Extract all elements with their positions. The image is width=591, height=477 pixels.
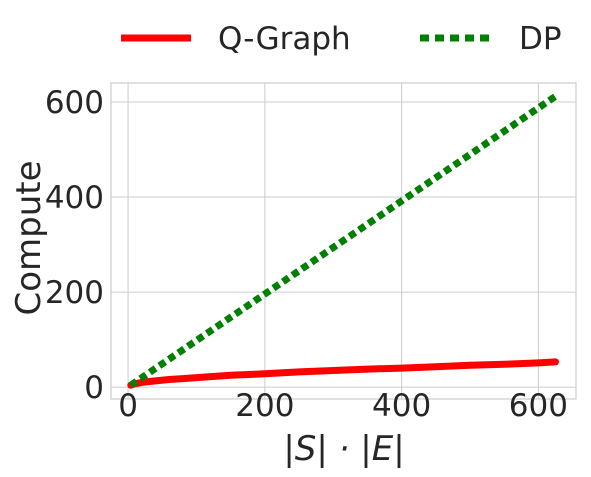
x-tick-label: 400 (372, 388, 431, 424)
x-axis-label: |S| · |E| (283, 429, 404, 469)
grid (111, 83, 576, 399)
y-tick-label: 0 (84, 370, 104, 406)
y-axis-label: Compute (9, 160, 49, 315)
y-tick-label: 200 (45, 275, 104, 311)
x-tick-label: 200 (235, 388, 294, 424)
series-line-q-graph (127, 358, 559, 389)
series-layer (127, 93, 559, 389)
legend-label-dp: DP (519, 21, 562, 57)
x-tick-label: 600 (509, 388, 568, 424)
legend-label-q-graph: Q-Graph (218, 21, 351, 57)
series-line-dp (128, 93, 558, 389)
tick-labels: 0 200 400 600 0 200 400 600 (45, 85, 568, 424)
y-tick-label: 400 (45, 180, 104, 216)
plot-frame (110, 82, 577, 400)
legend: Q-Graph DP (121, 21, 562, 57)
x-tick-label: 0 (118, 388, 138, 424)
y-tick-label: 600 (45, 85, 104, 121)
